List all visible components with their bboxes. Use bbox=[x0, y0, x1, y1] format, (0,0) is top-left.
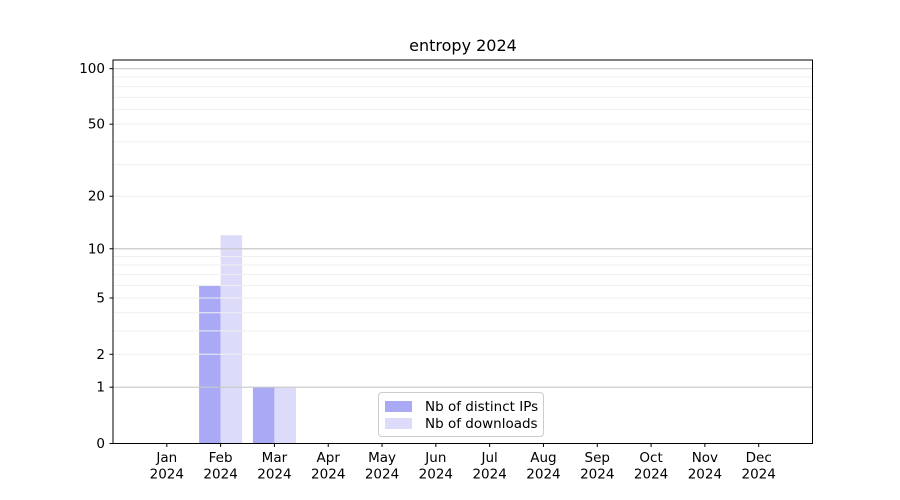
legend-label-distinct-ips: Nb of distinct IPs bbox=[425, 398, 539, 415]
y-tick-label: 50 bbox=[88, 117, 105, 133]
y-tick-label: 2 bbox=[96, 347, 105, 363]
bar-distinct-ips bbox=[252, 387, 275, 444]
x-tick-label-month: Jul bbox=[481, 450, 498, 466]
y-tick-label: 5 bbox=[96, 290, 105, 306]
x-tick-label-month: Jun bbox=[424, 450, 446, 466]
x-tick-label-year: 2024 bbox=[150, 467, 184, 483]
x-tick-label-year: 2024 bbox=[634, 467, 668, 483]
y-tick-label: 20 bbox=[88, 189, 105, 205]
x-tick-label-year: 2024 bbox=[472, 467, 506, 483]
y-tick-label: 1 bbox=[96, 380, 105, 396]
chart-legend: Nb of distinct IPs Nb of downloads bbox=[378, 392, 544, 437]
x-tick-label-month: Nov bbox=[692, 450, 718, 466]
legend-item-distinct-ips: Nb of distinct IPs bbox=[385, 398, 539, 415]
x-tick-label-month: Dec bbox=[746, 450, 772, 466]
x-tick-label-month: Feb bbox=[209, 450, 233, 466]
x-tick-label-year: 2024 bbox=[257, 467, 291, 483]
y-tick-label: 0 bbox=[96, 436, 105, 452]
x-tick-label-year: 2024 bbox=[203, 467, 237, 483]
legend-swatch-downloads bbox=[385, 418, 412, 429]
x-tick-label-year: 2024 bbox=[526, 467, 560, 483]
bar-downloads bbox=[274, 387, 296, 444]
x-tick-label-year: 2024 bbox=[419, 467, 453, 483]
y-tick-label: 100 bbox=[79, 61, 105, 77]
x-tick-label-month: Aug bbox=[530, 450, 556, 466]
x-tick-label-year: 2024 bbox=[580, 467, 614, 483]
legend-label-downloads: Nb of downloads bbox=[425, 415, 538, 432]
bar-distinct-ips bbox=[199, 285, 221, 444]
x-tick-label-year: 2024 bbox=[311, 467, 345, 483]
x-tick-label-year: 2024 bbox=[688, 467, 722, 483]
legend-swatch-distinct-ips bbox=[385, 401, 412, 412]
chart-title: entropy 2024 bbox=[409, 36, 517, 55]
plot-frame bbox=[112, 59, 813, 444]
x-tick-label-month: Oct bbox=[639, 450, 662, 466]
x-tick-label-month: Apr bbox=[317, 450, 341, 466]
y-tick-label: 10 bbox=[88, 241, 105, 257]
x-tick-label-month: Sep bbox=[585, 450, 610, 466]
x-tick-label-month: Mar bbox=[262, 450, 288, 466]
x-tick-label-year: 2024 bbox=[742, 467, 776, 483]
x-tick-label-month: May bbox=[368, 450, 396, 466]
bar-downloads bbox=[220, 235, 243, 444]
legend-item-downloads: Nb of downloads bbox=[385, 415, 538, 432]
x-tick-label-month: Jan bbox=[155, 450, 177, 466]
x-tick-label-year: 2024 bbox=[365, 467, 399, 483]
